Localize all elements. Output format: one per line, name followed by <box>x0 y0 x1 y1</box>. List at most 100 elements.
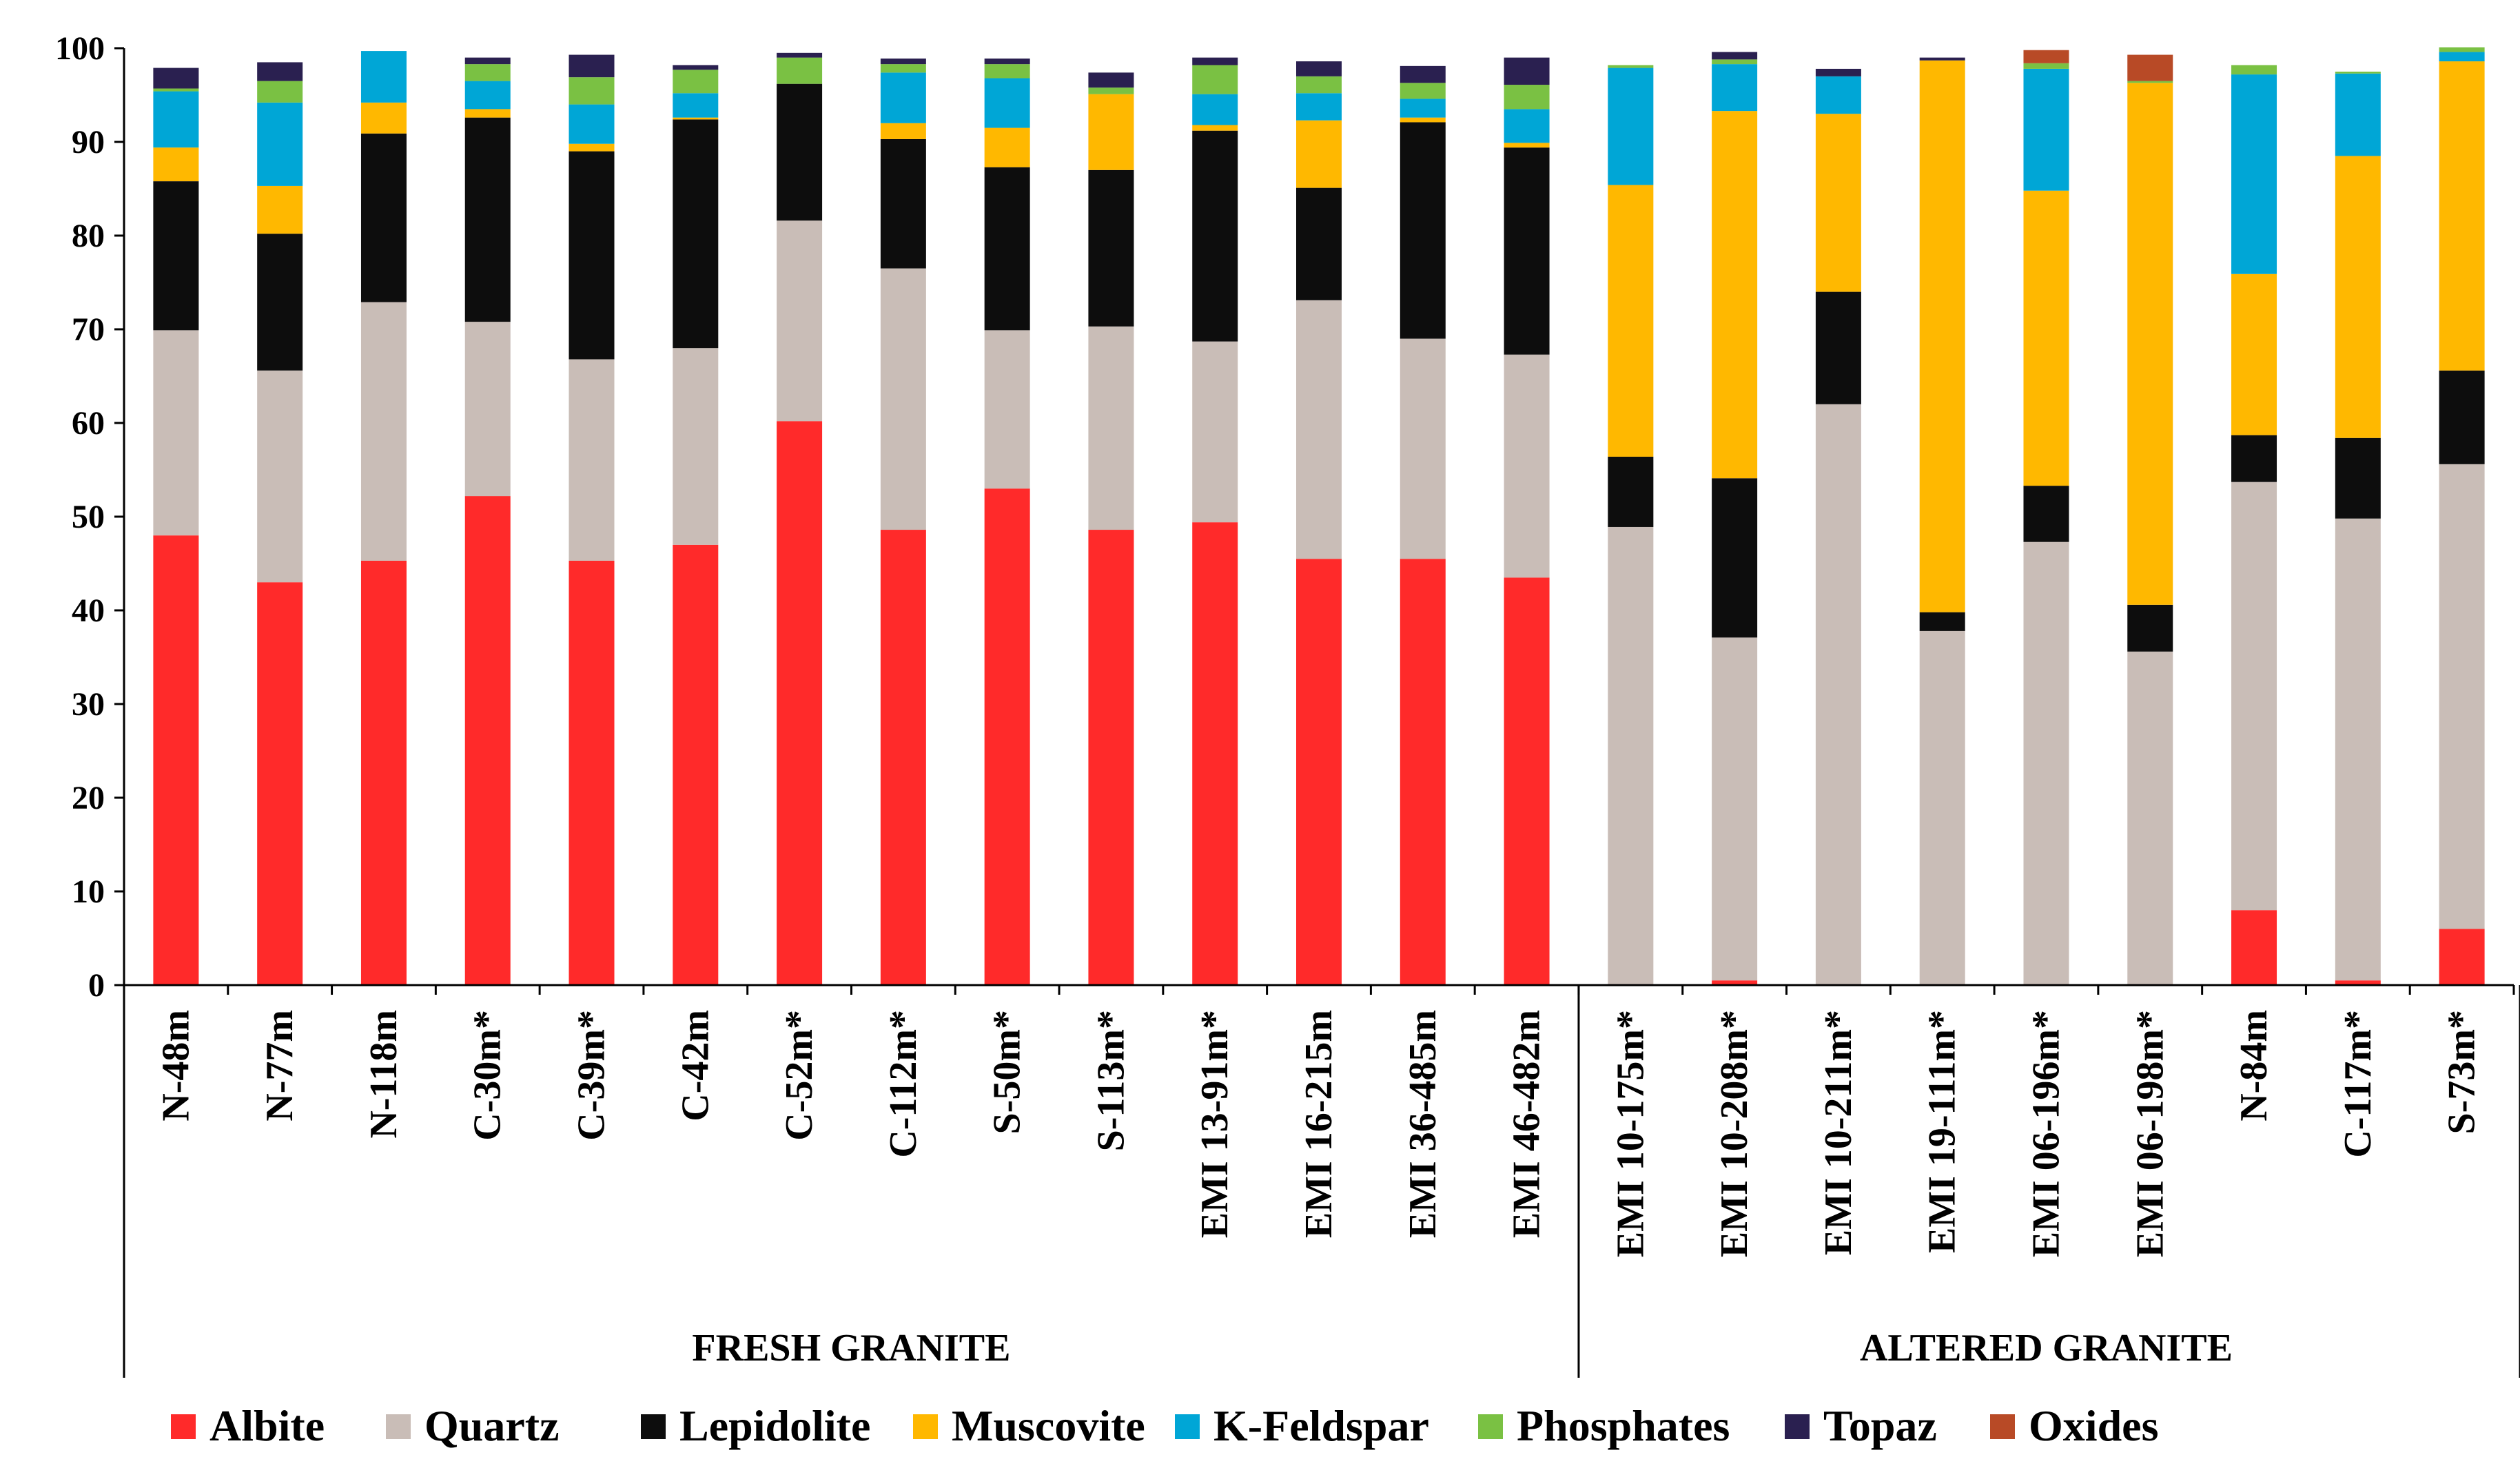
bar-segment-lepidolite-0 <box>153 181 199 331</box>
bar-segment-albite-22 <box>2439 929 2485 985</box>
y-tick-label: 20 <box>72 780 105 816</box>
bar-segment-quartz-3 <box>464 322 511 497</box>
bar-segment-k-feldspar-15 <box>1712 64 1758 112</box>
group-labels: FRESH GRANITE ALTERED GRANITE <box>692 1327 2233 1369</box>
bar-segment-albite-21 <box>2335 980 2381 985</box>
bar-segment-quartz-12 <box>1400 338 1446 559</box>
bar-segment-phosphates-14 <box>1608 65 1654 68</box>
bar-segment-topaz-15 <box>1712 52 1758 60</box>
bar-segment-quartz-6 <box>777 220 823 422</box>
bar-segment-lepidolite-13 <box>1504 147 1550 355</box>
bar-segment-topaz-3 <box>464 57 511 65</box>
legend: Albite Quartz Lepidolite Muscovite K-Feldspa… <box>171 1401 2158 1450</box>
x-tick-label: EMI 10-211m* <box>1817 1010 1860 1255</box>
bar-segment-quartz-13 <box>1504 354 1550 578</box>
legend-swatch-phosphates <box>1478 1414 1503 1439</box>
bar-segment-topaz-17 <box>1919 57 1965 61</box>
bar-segment-lepidolite-16 <box>1815 291 1861 404</box>
bar-segment-topaz-13 <box>1504 57 1550 85</box>
bar-segment-muscovite-22 <box>2439 61 2485 371</box>
bar-segment-quartz-5 <box>673 348 719 545</box>
bar-segment-muscovite-2 <box>360 102 407 134</box>
x-tick-label: EMI 19-111m* <box>1921 1010 1964 1253</box>
bar-segment-albite-9 <box>1088 530 1134 985</box>
bar-segment-lepidolite-12 <box>1400 122 1446 339</box>
x-tick-label: C-52m* <box>778 1010 821 1141</box>
bar-segment-muscovite-1 <box>257 185 303 234</box>
bar-segment-muscovite-5 <box>673 117 719 120</box>
bar-segment-k-feldspar-5 <box>673 93 719 118</box>
bar-segment-muscovite-14 <box>1608 185 1654 457</box>
x-tick-label: EMI 46-482m <box>1506 1010 1548 1238</box>
bar-segment-quartz-17 <box>1919 630 1965 985</box>
y-tick-label: 90 <box>72 124 105 161</box>
bar-segment-topaz-8 <box>984 58 1030 65</box>
bar-segment-lepidolite-8 <box>984 167 1030 331</box>
bar-segment-lepidolite-22 <box>2439 370 2485 464</box>
bar-segment-albite-0 <box>153 535 199 985</box>
bar-segment-k-feldspar-21 <box>2335 73 2381 156</box>
bar-segment-albite-6 <box>777 421 823 985</box>
legend-label: Phosphates <box>1517 1401 1730 1450</box>
bar-segment-k-feldspar-20 <box>2231 74 2277 274</box>
bar-segment-lepidolite-5 <box>673 119 719 349</box>
legend-label: Lepidolite <box>679 1401 870 1450</box>
bar-segment-topaz-1 <box>257 62 303 81</box>
legend-label: Muscovite <box>952 1401 1145 1450</box>
bar-segment-oxides-19 <box>2127 54 2173 81</box>
bar-segment-lepidolite-2 <box>360 133 407 302</box>
bar-segment-albite-12 <box>1400 559 1446 985</box>
x-tick-label: S-73m* <box>2441 1010 2483 1134</box>
bar-segment-muscovite-18 <box>2023 190 2069 486</box>
legend-swatch-topaz <box>1785 1414 1810 1439</box>
bar-segment-k-feldspar-12 <box>1400 99 1446 118</box>
bar-segment-topaz-16 <box>1815 68 1861 76</box>
bar-segment-muscovite-0 <box>153 147 199 182</box>
bar-segment-quartz-11 <box>1296 300 1342 559</box>
bar-segment-lepidolite-7 <box>880 138 926 269</box>
bar-segment-k-feldspar-10 <box>1192 94 1238 125</box>
bar-segment-phosphates-0 <box>153 88 199 92</box>
bar-segment-quartz-18 <box>2023 541 2069 985</box>
bar-segment-muscovite-12 <box>1400 117 1446 123</box>
bar-segment-quartz-22 <box>2439 464 2485 929</box>
x-tick-label: C-30m* <box>467 1010 509 1141</box>
bar-segment-quartz-2 <box>360 302 407 561</box>
bar-segment-quartz-9 <box>1088 326 1134 530</box>
bar-segment-albite-8 <box>984 488 1030 985</box>
bar-segment-quartz-0 <box>153 330 199 536</box>
bar-segment-phosphates-22 <box>2439 47 2485 52</box>
bars-layer <box>153 47 2485 985</box>
bar-segment-quartz-16 <box>1815 404 1861 985</box>
bar-segment-muscovite-13 <box>1504 143 1550 148</box>
x-tick-label: S-50m* <box>986 1010 1029 1134</box>
bar-segment-muscovite-8 <box>984 127 1030 167</box>
bar-segment-lepidolite-18 <box>2023 486 2069 542</box>
bar-segment-phosphates-21 <box>2335 72 2381 74</box>
x-tick-label: S-113m* <box>1089 1010 1132 1151</box>
bar-segment-oxides-18 <box>2023 50 2069 63</box>
bar-segment-muscovite-10 <box>1192 125 1238 131</box>
bar-segment-muscovite-3 <box>464 109 511 118</box>
legend-swatch-muscovite <box>913 1414 938 1439</box>
y-tick-label: 50 <box>72 499 105 535</box>
y-tick-label: 40 <box>72 592 105 629</box>
legend-swatch-albite <box>171 1414 196 1439</box>
x-tick-label: EMI 10-175m* <box>1609 1010 1652 1257</box>
bar-segment-phosphates-13 <box>1504 85 1550 110</box>
bar-segment-phosphates-15 <box>1712 59 1758 65</box>
bar-segment-k-feldspar-1 <box>257 102 303 186</box>
bar-segment-albite-5 <box>673 544 719 985</box>
bar-segment-k-feldspar-7 <box>880 72 926 123</box>
bar-segment-phosphates-18 <box>2023 63 2069 69</box>
x-tick-label: EMI 13-91m* <box>1194 1010 1236 1238</box>
bar-segment-k-feldspar-11 <box>1296 93 1342 121</box>
y-tick-label: 30 <box>72 686 105 723</box>
bar-segment-quartz-20 <box>2231 482 2277 911</box>
bar-segment-phosphates-11 <box>1296 76 1342 94</box>
bar-segment-k-feldspar-4 <box>568 104 615 144</box>
y-tick-label: 70 <box>72 311 105 348</box>
y-tick-label: 100 <box>55 30 105 67</box>
bar-segment-quartz-7 <box>880 268 926 530</box>
